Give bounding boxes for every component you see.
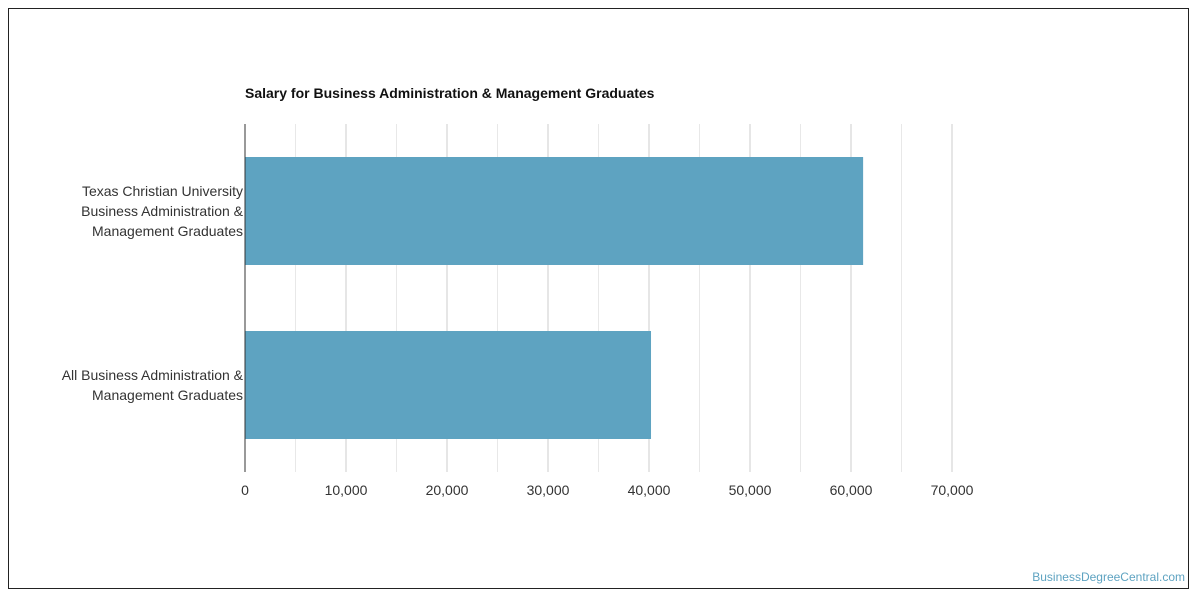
chart-title: Salary for Business Administration & Man… — [245, 85, 655, 101]
bar-1[interactable] — [245, 331, 652, 439]
category-label-line: Management Graduates — [92, 387, 243, 403]
bar-0[interactable] — [245, 157, 864, 265]
watermark[interactable]: BusinessDegreeCentral.com — [1032, 570, 1185, 584]
bars — [245, 157, 864, 439]
tick-labels: 0 10,000 20,000 30,000 40,000 50,000 60,000 70,… — [241, 482, 974, 498]
x-tick-label: 60,000 — [830, 482, 873, 498]
category-label-line: Texas Christian University — [81, 183, 243, 199]
x-tick-label: 70,000 — [931, 482, 974, 498]
x-tick-label: 0 — [241, 482, 249, 498]
category-label-line: Management Graduates — [92, 223, 243, 239]
category-label-line: All Business Administration & — [61, 367, 243, 383]
x-tick-label: 50,000 — [729, 482, 772, 498]
x-tick-label: 20,000 — [426, 482, 469, 498]
x-tick-label: 10,000 — [325, 482, 368, 498]
category-label-0: Texas Christian University Business Admin… — [8, 181, 243, 241]
category-label-line: Business Administration & — [81, 203, 243, 219]
category-label-1: All Business Administration & Management … — [8, 365, 243, 405]
x-tick-label: 40,000 — [628, 482, 671, 498]
x-tick-label: 30,000 — [527, 482, 570, 498]
